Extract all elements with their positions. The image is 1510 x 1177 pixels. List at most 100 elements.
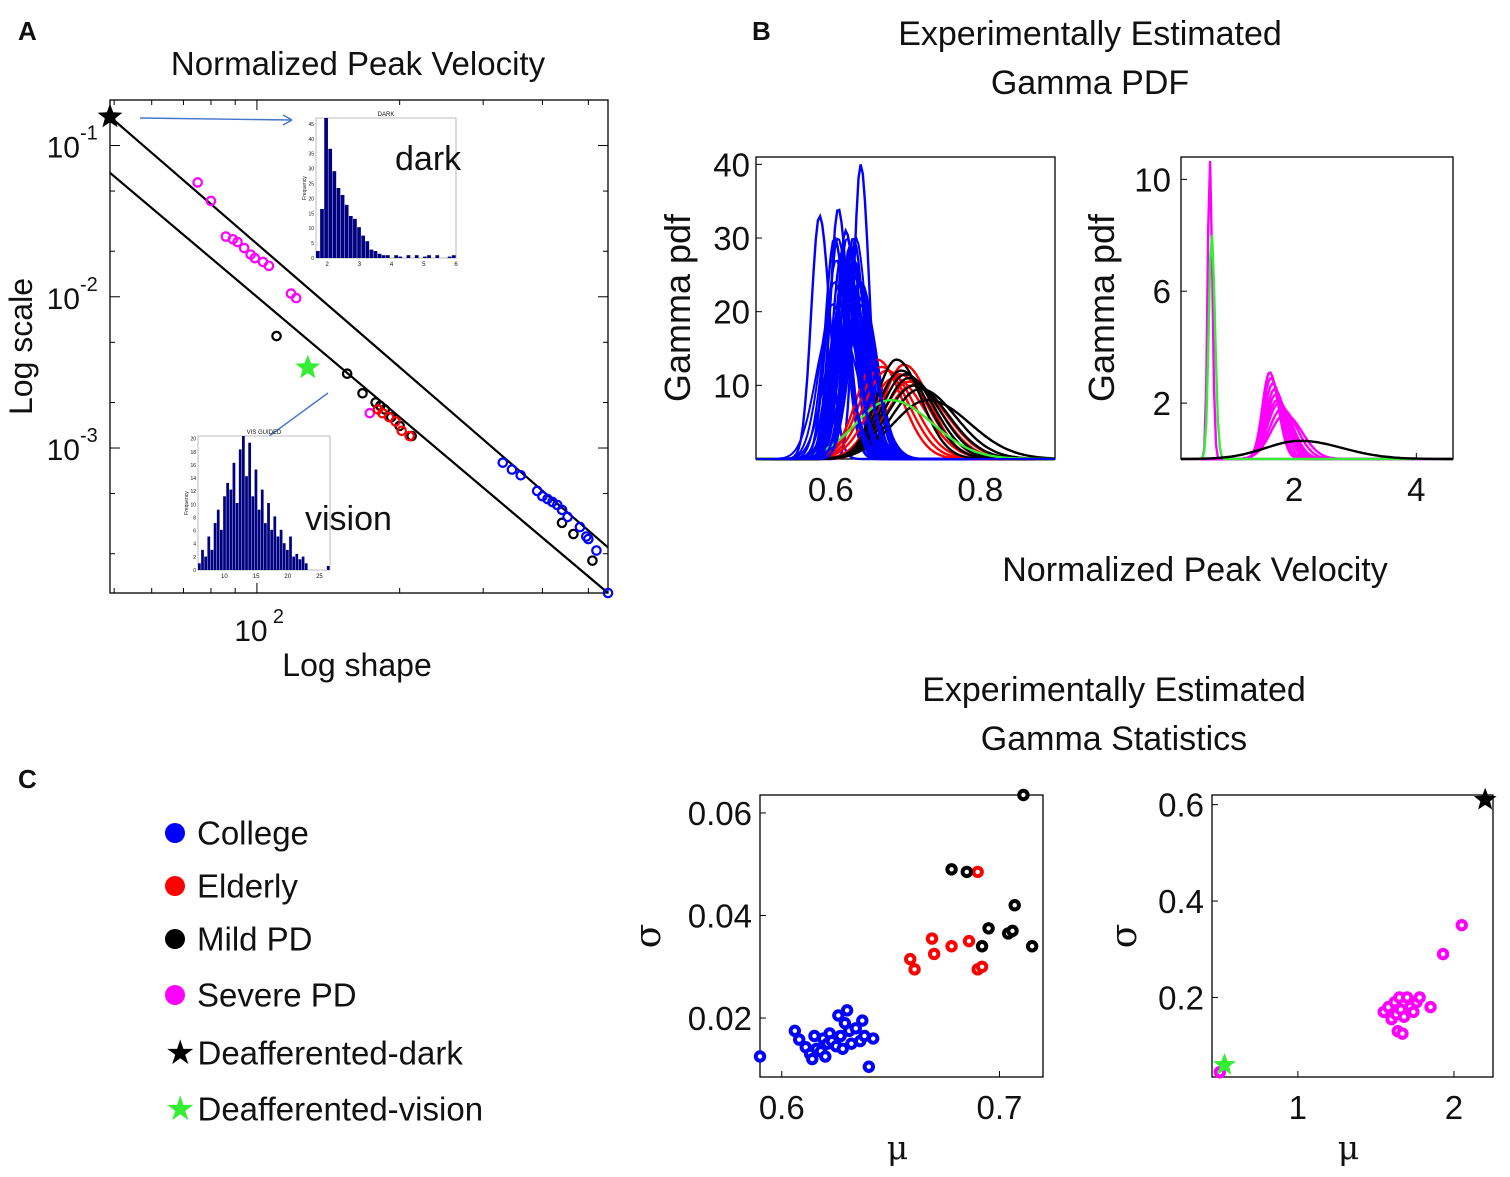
panel-b-left-xtick-label: 0.6 bbox=[808, 471, 854, 508]
panel-a-ylabel: Log scale bbox=[3, 278, 39, 415]
inset-vision-ytick: 16 bbox=[190, 463, 196, 469]
panel-b-left-curve-college-extra bbox=[756, 237, 1055, 460]
legend-item-deafferented-vision: ★Deafferented-vision bbox=[165, 1088, 483, 1128]
inset-vision-xtick: 20 bbox=[284, 574, 291, 580]
inset-dark-bar bbox=[332, 171, 337, 258]
inset-vision-bar bbox=[251, 496, 255, 570]
panel-c-left-point-center bbox=[964, 869, 970, 875]
panel-c-left-point-center bbox=[812, 1033, 817, 1039]
inset-dark-bar bbox=[336, 188, 341, 258]
inset-dark-xtick: 6 bbox=[454, 262, 458, 268]
panel-letter-b: B bbox=[752, 16, 771, 46]
inset-vision-ytick: 6 bbox=[193, 529, 196, 535]
panel-a-point-severe-pd bbox=[249, 252, 261, 264]
panel-b-left-curves bbox=[756, 164, 1056, 461]
panel-c-right-point-center bbox=[1404, 995, 1410, 1000]
panel-c-left-point-center bbox=[979, 964, 985, 969]
panel-a-point-severe-pd bbox=[205, 195, 217, 207]
inset-vision-bar bbox=[238, 449, 242, 570]
panel-b-left-curve-college bbox=[756, 242, 1055, 461]
panel-c-left-point-center bbox=[803, 1045, 808, 1050]
legend-label-mild-pd: Mild PD bbox=[197, 920, 313, 958]
panel-b-left-curve-college bbox=[756, 251, 1055, 461]
inset-vision-bar bbox=[242, 436, 245, 570]
legend-label-elderly: Elderly bbox=[197, 867, 298, 905]
panel-c-left-ytick-label: 0.06 bbox=[688, 795, 752, 832]
panel-a-point-severe-pd bbox=[232, 236, 243, 248]
inset-dark-ytick: 5 bbox=[311, 241, 314, 247]
panel-c-left-point-center bbox=[840, 1046, 845, 1052]
inset-dark-bar bbox=[451, 255, 456, 258]
inset-vision-bar bbox=[273, 516, 277, 570]
panel-b-left-curve-college-extra bbox=[756, 258, 1055, 460]
panel-b-right-curve-severe-pd bbox=[1181, 387, 1453, 461]
panel-b-left-curve-college bbox=[756, 237, 1055, 461]
inset-vision-bar bbox=[279, 529, 283, 570]
panel-c-left-point-center bbox=[908, 956, 913, 962]
panel-a-point-mild-pd bbox=[568, 528, 579, 540]
inset-vision-bar bbox=[295, 553, 299, 570]
inset-dark-xtick: 4 bbox=[390, 262, 394, 268]
panel-b-left-xtick-label: 0.8 bbox=[957, 471, 1003, 508]
panel-c-left-point-center bbox=[986, 926, 991, 931]
legend-item-college: College bbox=[165, 812, 309, 852]
panel-c-left-point-center bbox=[871, 1036, 876, 1041]
legend-label-deafferented-vision: Deafferented-vision bbox=[197, 1090, 484, 1128]
panel-c-title: Experimentally Estimated Gamma Statistic… bbox=[834, 666, 1394, 765]
panel-a-point-college bbox=[591, 545, 602, 556]
inset-dark-ytick: 10 bbox=[308, 226, 314, 232]
panel-c-right-point-center bbox=[1397, 995, 1402, 1000]
panel-a-point-college bbox=[556, 504, 568, 516]
inset-vision-ytick: 12 bbox=[190, 489, 196, 495]
panel-c-left-point-center bbox=[849, 1041, 854, 1046]
panel-a-point-mild-pd bbox=[357, 388, 368, 399]
panel-b-left-curve-college-extra bbox=[756, 259, 1055, 460]
panel-b-right-curves bbox=[1180, 160, 1453, 461]
legend-item-mild-pd: Mild PD bbox=[165, 918, 313, 958]
panel-c-right-point-center bbox=[1417, 995, 1422, 1000]
panel-a-ytick-label: 10 bbox=[47, 132, 80, 165]
panel-a-point-mild-pd bbox=[587, 555, 598, 566]
inset-vision-ytick: 10 bbox=[190, 502, 196, 508]
panel-a-fit-line-2 bbox=[109, 171, 609, 594]
panel-a-arrow-dark bbox=[139, 117, 293, 121]
panel-b-right-xtick-label: 2 bbox=[1285, 471, 1303, 508]
panel-b-title-line2: Gamma PDF bbox=[990, 64, 1190, 103]
inset-vision-bar bbox=[292, 556, 296, 570]
panel-c-left-point-center bbox=[1012, 903, 1017, 908]
panel-c-left-point-center bbox=[827, 1031, 832, 1036]
panel-c-left-ytick-label: 0.04 bbox=[688, 897, 752, 934]
panel-b-left-curve-mild-pd bbox=[756, 387, 1056, 461]
inset-vision-bar bbox=[216, 509, 220, 570]
panel-c-left-point-center bbox=[975, 869, 980, 875]
panel-c-title-line2: Gamma Statistics bbox=[980, 720, 1248, 759]
panel-b-right-curve-severe-pd bbox=[1181, 371, 1453, 461]
inset-vision-xtick: 10 bbox=[221, 574, 228, 580]
panel-b-left-curve-college-extra bbox=[756, 325, 1055, 460]
panel-b-left-curve-college bbox=[756, 258, 1055, 461]
inset-vision-ytick: 2 bbox=[193, 555, 196, 561]
panel-b-right-ylabel: Gamma pdf bbox=[1081, 213, 1122, 402]
inset-vision-bar bbox=[213, 523, 217, 570]
legend-star-dark-icon: ★ bbox=[165, 1034, 196, 1073]
panel-c-left-point-center bbox=[931, 951, 937, 957]
panel-a-xtick-label: 10 bbox=[234, 615, 267, 648]
panel-c-right-point-center bbox=[1398, 1007, 1404, 1012]
panel-a-xtick-exponent: 2 bbox=[273, 606, 284, 628]
panel-a-point-elderly bbox=[390, 416, 401, 427]
panel-c-left-xtick-label: 0.6 bbox=[759, 1089, 805, 1126]
panel-b-left-curve-college bbox=[756, 208, 1055, 461]
inset-dark-bar bbox=[406, 255, 411, 258]
inset-vision-label: vision bbox=[305, 500, 392, 538]
panel-a-point-elderly bbox=[404, 430, 416, 442]
panel-b-right-curve-deafferented-dark bbox=[1180, 439, 1453, 461]
inset-dark-ytick: 15 bbox=[308, 211, 314, 217]
legend-marker-mild-pd bbox=[165, 929, 185, 950]
panel-b-left-curve-college bbox=[756, 213, 1055, 461]
inset-dark-bar bbox=[427, 255, 431, 258]
inset-dark-label: dark bbox=[395, 140, 462, 178]
legend-label-severe-pd: Severe PD bbox=[197, 976, 357, 1014]
legend-label-college: College bbox=[197, 814, 309, 852]
panel-b-left-ylabel: Gamma pdf bbox=[657, 213, 698, 402]
